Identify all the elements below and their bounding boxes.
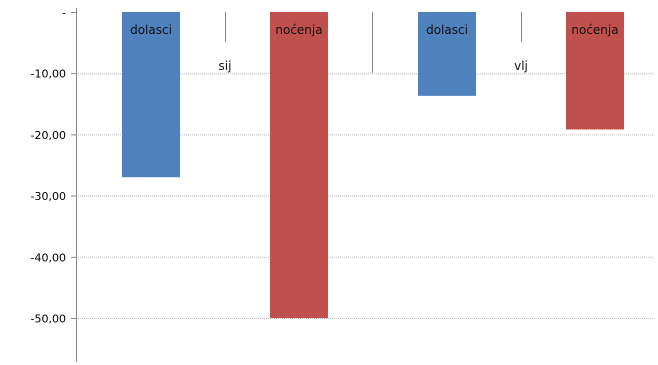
category-label: sij xyxy=(219,59,232,73)
bar-data-label: noćenja xyxy=(275,23,322,37)
y-tick-label: -50,00 xyxy=(31,313,66,326)
category-label: vlj xyxy=(514,59,528,73)
bar-sij-dolasci xyxy=(122,12,180,178)
bar-data-label: dolasci xyxy=(130,23,172,37)
y-tick-label: -20,00 xyxy=(31,129,66,142)
bar-data-label: dolasci xyxy=(426,23,468,37)
y-tick-label: -30,00 xyxy=(31,190,66,203)
axes xyxy=(71,8,522,362)
bar-vlj-dolasci xyxy=(418,12,476,96)
bar-data-label: noćenja xyxy=(571,23,618,37)
bars xyxy=(122,12,624,318)
labels: - -10,00 -20,00 -30,00 -40,00 -50,00 dolasci no… xyxy=(31,7,619,326)
y-tick-label: -10,00 xyxy=(31,68,66,81)
y-tick-label: - xyxy=(62,7,66,20)
y-tick-label: -40,00 xyxy=(31,251,66,264)
bar-vlj-nocenja xyxy=(566,12,624,130)
bar-sij-nocenja xyxy=(270,12,328,318)
